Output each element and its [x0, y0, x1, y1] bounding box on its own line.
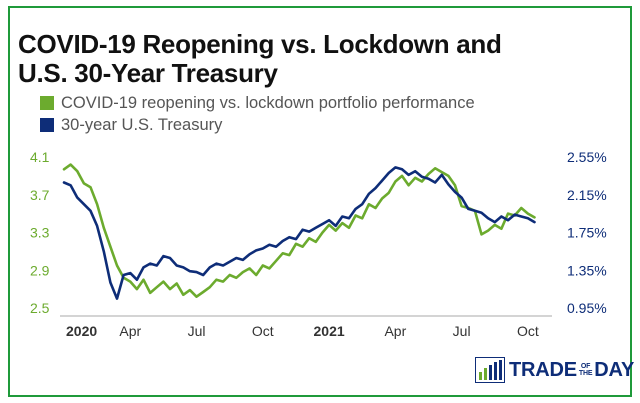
x-axis-tick-label: Jul — [453, 323, 471, 339]
right-axis-tick-label: 1.35% — [567, 262, 607, 278]
left-axis-tick-label: 2.9 — [30, 262, 50, 278]
title-line-1: COVID-19 Reopening vs. Lockdown and — [18, 29, 502, 59]
legend-item-treasury: 30-year U.S. Treasury — [40, 115, 222, 135]
x-axis-tick-label: Oct — [252, 323, 274, 339]
chart-lines — [62, 163, 536, 300]
right-axis-tick-label: 0.95% — [567, 300, 607, 316]
logo-word-day: DAY — [594, 358, 635, 381]
trade-of-the-day-logo: TRADE OF THE DAY — [475, 356, 634, 384]
title-line-2: U.S. 30-Year Treasury — [18, 58, 278, 88]
x-axis-tick-label: Jul — [188, 323, 206, 339]
x-axis-tick-label: 2020 — [66, 323, 97, 339]
left-axis-tick-label: 4.1 — [30, 149, 50, 165]
left-axis-tick-label: 3.7 — [30, 187, 50, 203]
right-axis-tick-label: 2.15% — [567, 187, 607, 203]
bar-chart-icon — [475, 357, 505, 383]
chart-border — [8, 6, 632, 397]
legend-swatch-green — [40, 96, 54, 110]
legend-swatch-blue — [40, 118, 54, 132]
x-axis-tick-label: Oct — [517, 323, 539, 339]
logo-word-trade: TRADE — [509, 358, 577, 381]
x-axis-tick-label: Apr — [384, 323, 406, 339]
legend-item-portfolio: COVID-19 reopening vs. lockdown portfoli… — [40, 93, 475, 113]
chart-ticks: 4.1 3.7 3.3 2.9 2.5 2.55% 2.15% 1.75% 1.35% 0.95%… — [30, 149, 607, 339]
legend-label-portfolio: COVID-19 reopening vs. lockdown portfoli… — [61, 93, 475, 112]
series-line-portfolio — [62, 163, 536, 299]
x-axis-tick-label: 2021 — [314, 323, 345, 339]
logo-wordmark: TRADE OF THE DAY — [509, 359, 634, 382]
left-axis-tick-label: 3.3 — [30, 225, 50, 241]
left-axis-tick-label: 2.5 — [30, 300, 50, 316]
logo-word-of: OF — [580, 363, 591, 370]
legend-label-treasury: 30-year U.S. Treasury — [61, 115, 223, 134]
logo-word-the: THE — [578, 370, 593, 377]
right-axis-tick-label: 1.75% — [567, 225, 607, 241]
right-axis-tick-label: 2.55% — [567, 149, 607, 165]
logo-small-words: OF THE — [578, 363, 593, 377]
x-axis-tick-label: Apr — [119, 323, 141, 339]
series-line-treasury — [62, 166, 536, 300]
chart-title: COVID-19 Reopening vs. Lockdown and U.S.… — [18, 30, 538, 88]
